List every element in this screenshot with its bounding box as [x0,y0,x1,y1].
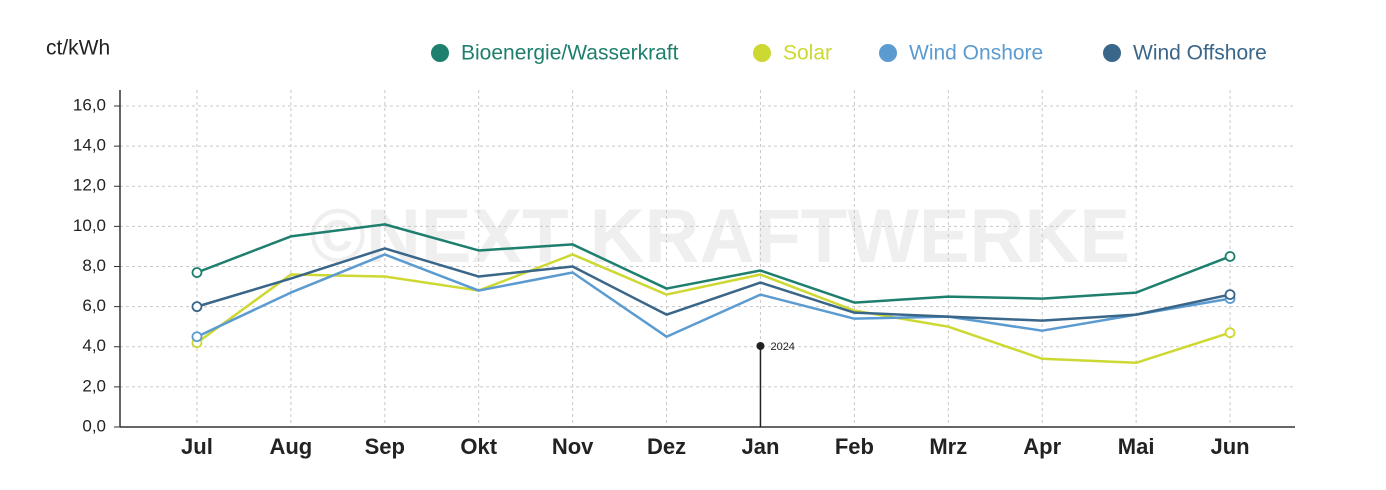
legend-label: Bioenergie/Wasserkraft [461,42,679,65]
series-line [196,247,1231,322]
end-point [1224,289,1236,300]
series-line [196,253,1231,338]
x-tick-label: Jun [1210,434,1249,459]
end-point [191,267,203,278]
end-point [1224,251,1236,262]
annotation-dot [756,342,765,350]
x-tick-label: Sep [365,434,405,459]
series-line [196,223,1231,304]
end-point [191,331,203,343]
y-tick-label: 14,0 [73,136,106,155]
y-tick-label: 12,0 [73,176,106,195]
x-tick-label: Okt [460,434,497,459]
y-tick-label: 8,0 [82,256,106,275]
x-tick-label: Jul [181,434,213,459]
y-tick-label: 10,0 [73,216,106,235]
x-tick-label: Jan [741,434,779,459]
annotation-label: 2024 [770,341,794,353]
y-tick-label: 0,0 [82,416,106,435]
series-line [196,253,1231,365]
x-tick-label: Nov [552,434,594,459]
y-tick-label: 6,0 [82,296,106,315]
end-point [191,301,203,313]
legend-marker [879,44,897,62]
y-tick-label: 16,0 [73,95,106,114]
y-tick-label: 2,0 [82,376,106,395]
legend-label: Solar [783,42,832,65]
watermark: ©NEXT KRAFTWERKE [310,194,1130,279]
legend-marker [1103,44,1121,62]
legend-label: Wind Offshore [1133,42,1267,65]
x-tick-label: Feb [835,434,874,459]
x-tick-label: Apr [1023,434,1061,459]
y-tick-label: 4,0 [82,336,106,355]
legend-label: Wind Onshore [909,42,1043,65]
legend-marker [431,44,449,62]
x-tick-label: Dez [647,434,686,459]
x-tick-label: Mai [1118,434,1155,459]
x-tick-label: Mrz [929,434,967,459]
x-tick-label: Aug [269,434,312,459]
end-point [1224,327,1236,339]
y-axis-label: ct/kWh [46,37,110,60]
legend-marker [753,44,771,62]
